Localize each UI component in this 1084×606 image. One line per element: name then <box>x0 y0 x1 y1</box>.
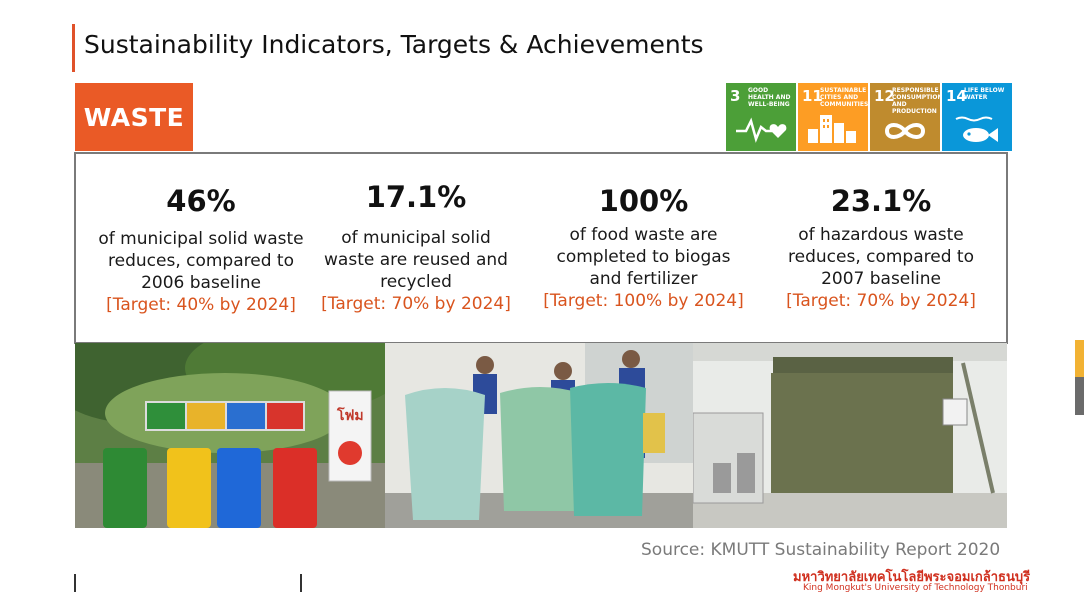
stat-desc-line: of municipal solid <box>341 228 491 248</box>
footer-divider-left <box>74 574 76 592</box>
stat-value: 23.1% <box>830 184 932 218</box>
foam-sign-text: โฟม <box>337 408 364 424</box>
sdg-3-tile: 3 GOOD HEALTH AND WELL-BEING <box>726 83 796 151</box>
stat-value: 100% <box>598 184 689 218</box>
stat-desc-line: of food waste are <box>569 225 718 245</box>
side-rail-gray <box>1075 377 1084 415</box>
sdg-12-tile: 12 RESPONSIBLE CONSUMPTION AND PRODUCTIO… <box>870 83 940 151</box>
stat-value: 46% <box>166 184 236 218</box>
stat-target: [Target: 100% by 2024] <box>543 291 744 311</box>
stat-desc-line: completed to biogas <box>556 247 731 267</box>
sdg-11-tile: 11 SUSTAINABLE CITIES AND COMMUNITIES <box>798 83 868 151</box>
sdg-number: 14 <box>946 87 967 105</box>
stat-desc-line: recycled <box>380 272 452 292</box>
stat-desc-line: reduces, compared to <box>108 251 294 271</box>
recycling-bins-photo: โฟม <box>75 343 385 528</box>
heartbeat-icon <box>736 117 787 143</box>
sdg-number: 11 <box>802 87 823 105</box>
university-name-thai: มหาวิทยาลัยเทคโนโลยีพระจอมเกล้าธนบุรี <box>793 570 1031 585</box>
stat-desc-line: 2007 baseline <box>821 269 941 289</box>
sdg-label: GOOD HEALTH AND WELL-BEING <box>748 87 791 108</box>
stat-food-waste: 100% of food waste are completed to biog… <box>536 184 751 312</box>
stat-municipal-reduction: 46% of municipal solid waste reduces, co… <box>86 184 316 316</box>
recycled-bags-photo <box>385 343 693 528</box>
university-name-english: King Mongkut's University of Technology … <box>803 583 1028 593</box>
waste-badge: WASTE <box>75 83 193 151</box>
sdg-icons-row: 3 GOOD HEALTH AND WELL-BEING 11 SUSTAINA… <box>726 83 1012 151</box>
footer-divider-right <box>300 574 302 592</box>
stat-desc-line: of hazardous waste <box>798 225 964 245</box>
source-citation: Source: KMUTT Sustainability Report 2020 <box>641 540 1001 560</box>
sdg-number: 3 <box>730 87 741 105</box>
stat-target: [Target: 70% by 2024] <box>321 294 511 314</box>
stat-desc-line: 2006 baseline <box>141 273 261 293</box>
sdg-label: RESPONSIBLE CONSUMPTION AND PRODUCTION <box>892 87 940 115</box>
city-icon <box>808 115 856 143</box>
stat-desc-line: of municipal solid waste <box>98 229 304 249</box>
sdg-number: 12 <box>874 87 895 105</box>
sdg-label: SUSTAINABLE CITIES AND COMMUNITIES <box>820 87 868 108</box>
page-title: Sustainability Indicators, Targets & Ach… <box>84 30 704 59</box>
stat-desc-line: and fertilizer <box>589 269 698 289</box>
sdg-14-tile: 14 LIFE BELOW WATER <box>942 83 1012 151</box>
stat-value: 17.1% <box>365 180 467 214</box>
side-rail-yellow <box>1075 340 1084 377</box>
stat-hazardous-waste: 23.1% of hazardous waste reduces, compar… <box>776 184 986 312</box>
sdg-label: LIFE BELOW WATER <box>964 87 1005 101</box>
stat-desc-line: reduces, compared to <box>788 247 974 267</box>
photo-strip: โฟม <box>75 343 1007 528</box>
stat-reused-recycled: 17.1% of municipal solid waste are reuse… <box>311 180 521 315</box>
infinity-icon <box>884 123 926 139</box>
fish-icon <box>955 116 998 142</box>
biogas-tank-photo <box>693 343 1007 528</box>
stat-target: [Target: 40% by 2024] <box>106 295 296 315</box>
stat-desc-line: waste are reused and <box>324 250 508 270</box>
indicators-panel: 46% of municipal solid waste reduces, co… <box>74 152 1008 344</box>
stat-target: [Target: 70% by 2024] <box>786 291 976 311</box>
title-accent-bar <box>72 24 75 72</box>
